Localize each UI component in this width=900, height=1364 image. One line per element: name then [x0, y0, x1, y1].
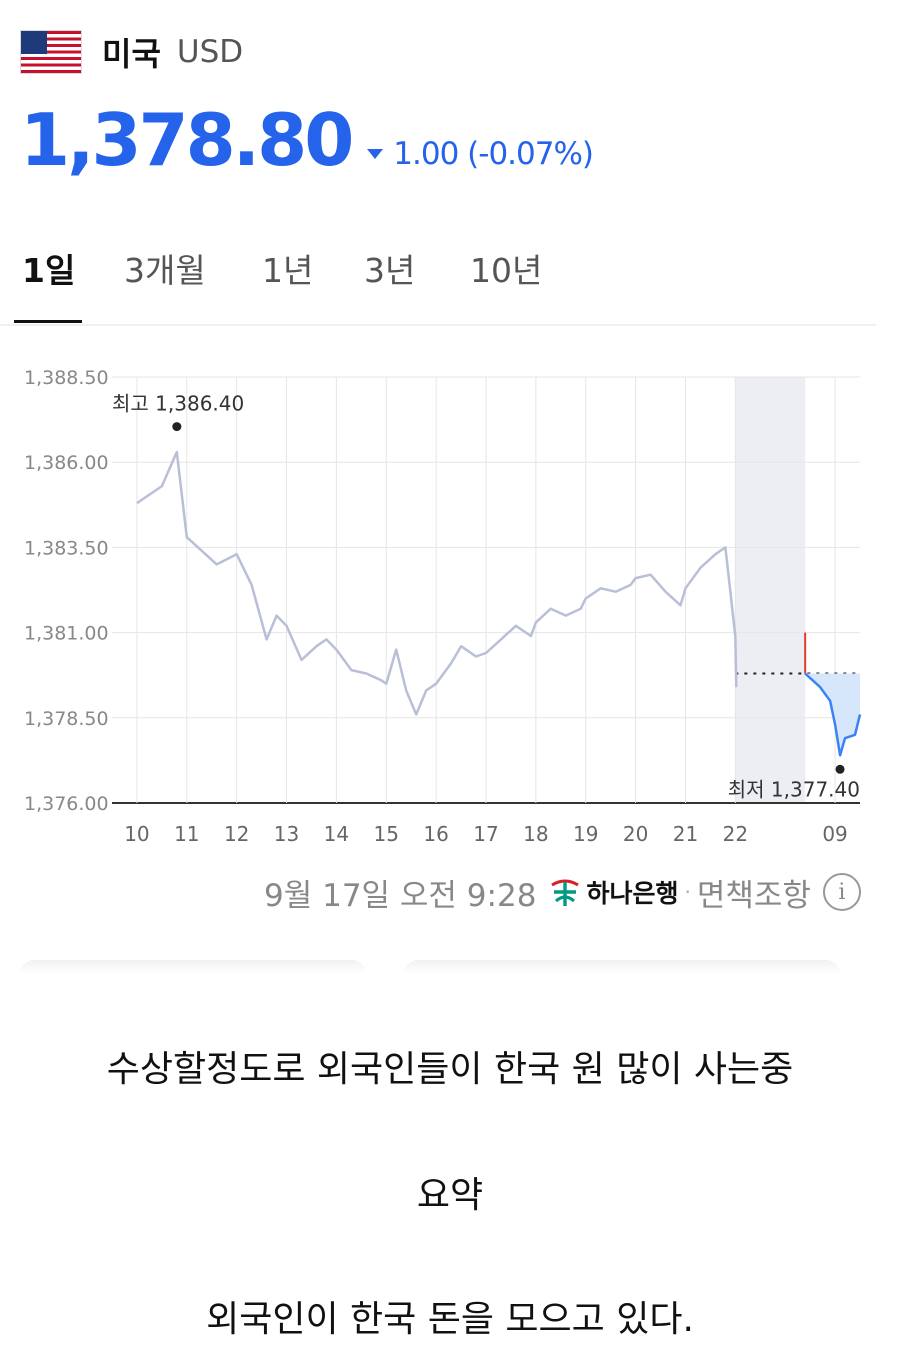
disclaimer-link[interactable]: 면책조항	[696, 877, 811, 914]
x-tick-label: 18	[523, 822, 548, 846]
x-tick-label: 16	[423, 822, 448, 846]
caption-line: 외국인이 한국 돈을 모으고 있다.	[206, 1299, 694, 1340]
caption-line: 수상할정도로 외국인들이 한국 원 많이 사는중	[106, 1049, 794, 1090]
info-icon[interactable]: i	[822, 873, 861, 911]
chart-svg: 1,388.50 1,386.00 1,383.50 1,381.00 1,378.50…	[24, 367, 862, 849]
source-row: 9월 17일 오전 9:28 하나은행 · 면책조항 i	[264, 870, 861, 914]
card-top-edge	[404, 960, 840, 974]
x-tick-label: 10	[124, 822, 149, 846]
x-tick-label: 13	[274, 822, 299, 846]
low-point-marker	[835, 764, 845, 774]
x-tick-label: 21	[673, 822, 698, 846]
series-line-intraday	[136, 450, 738, 716]
x-tick-label: 22	[723, 822, 748, 846]
tab-1d[interactable]: 1일	[22, 251, 76, 290]
tab-10y[interactable]: 10년	[470, 251, 543, 290]
card-top-edge	[20, 960, 366, 974]
currency-header: 미국 USD	[20, 28, 243, 76]
current-rate: 1,378.80	[20, 98, 354, 182]
series-area-today	[805, 673, 860, 756]
y-tick-label: 1,381.00	[24, 623, 109, 645]
timestamp: 9월 17일 오전 9:28	[264, 877, 537, 914]
down-arrow-icon	[367, 149, 384, 159]
low-label: 최저 1,377.40	[728, 777, 860, 801]
x-tick-label: 14	[324, 822, 349, 846]
active-tab-indicator	[14, 320, 82, 323]
us-flag-icon	[20, 30, 82, 74]
tab-3y[interactable]: 3년	[364, 251, 416, 290]
series-line-today	[804, 672, 862, 757]
market-closed-band	[735, 377, 806, 803]
rate-change-value: 1.00 (-0.07%)	[393, 136, 594, 172]
y-tick-label: 1,388.50	[24, 367, 109, 389]
hana-bank-logo-icon	[551, 879, 580, 906]
rate-change: 1.00 (-0.07%)	[367, 136, 594, 172]
high-label: 최고 1,386.40	[112, 392, 244, 416]
tab-1y[interactable]: 1년	[262, 251, 314, 290]
exchange-rate-chart[interactable]: 1,388.50 1,386.00 1,383.50 1,381.00 1,378.50…	[0, 360, 900, 860]
bank-name: 하나은행	[586, 879, 679, 908]
country-name: 미국	[102, 35, 161, 73]
x-tick-label: 20	[623, 822, 648, 846]
separator: ·	[684, 880, 691, 904]
caption-summary-heading: 요약	[416, 1175, 484, 1216]
currency-code: USD	[176, 34, 244, 70]
y-tick-label: 1,378.50	[24, 708, 109, 730]
x-tick-label: 15	[374, 822, 399, 846]
moon-icon	[780, 831, 789, 849]
x-tick-label: 11	[174, 822, 199, 846]
x-tick-label: 09	[822, 822, 847, 846]
y-tick-label: 1,383.50	[24, 537, 109, 559]
price-row: 1,378.80 1.00 (-0.07%)	[20, 98, 594, 182]
x-tick-label: 17	[473, 822, 498, 846]
y-tick-label: 1,386.00	[24, 452, 109, 474]
x-tick-label: 19	[573, 822, 598, 846]
high-point-marker	[172, 422, 182, 432]
x-tick-label: 12	[224, 822, 249, 846]
period-tabs: 1일 3개월 1년 3년 10년	[0, 232, 876, 326]
y-tick-label: 1,376.00	[24, 793, 109, 815]
tab-3m[interactable]: 3개월	[124, 251, 206, 290]
